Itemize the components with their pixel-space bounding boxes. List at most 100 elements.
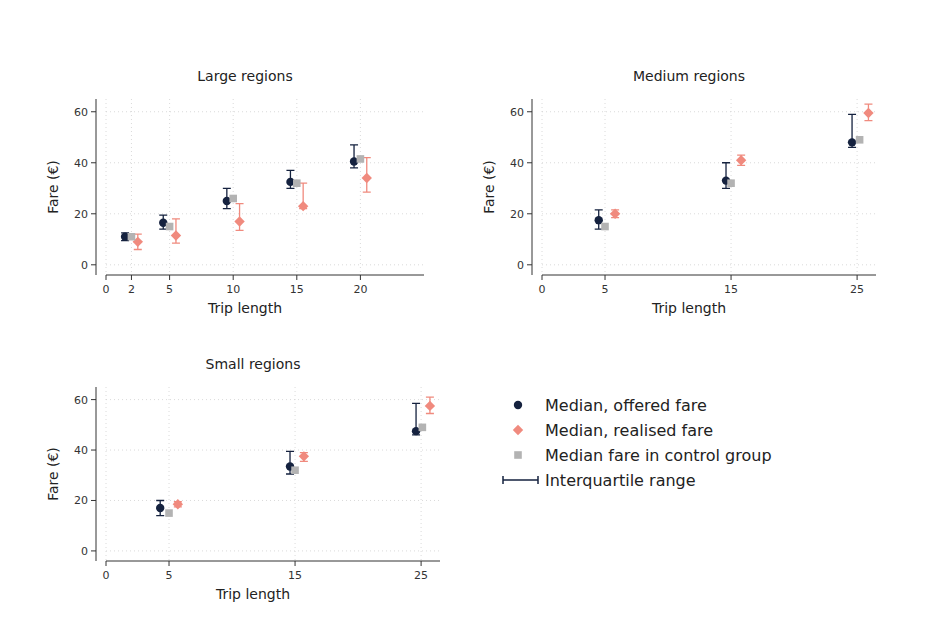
x-tick-label: 25 xyxy=(414,569,428,582)
legend-label: Median, realised fare xyxy=(545,421,713,440)
y-tick-label: 60 xyxy=(74,106,88,119)
grid-line xyxy=(169,99,170,275)
marker-square xyxy=(165,509,173,517)
grid-line xyxy=(106,213,424,214)
legend-label: Median, offered fare xyxy=(545,396,707,415)
series xyxy=(173,397,435,509)
y-tick xyxy=(527,213,532,214)
grid-line xyxy=(106,500,440,501)
grid-line xyxy=(857,99,858,275)
marker-circle xyxy=(848,138,856,146)
grid-line xyxy=(542,111,876,112)
x-axis xyxy=(106,275,424,276)
grid-line xyxy=(542,213,876,214)
y-tick xyxy=(527,111,532,112)
marker-diamond xyxy=(299,451,309,461)
marker-square xyxy=(293,179,301,187)
error-bar xyxy=(156,500,164,515)
marker-square xyxy=(166,223,174,231)
series xyxy=(128,155,365,240)
y-tick xyxy=(91,450,96,451)
x-axis-title: Trip length xyxy=(215,586,290,602)
series xyxy=(133,158,372,250)
x-axis-title: Trip length xyxy=(207,300,282,316)
x-tick-label: 15 xyxy=(288,569,302,582)
x-tick xyxy=(106,275,107,280)
x-tick-label: 20 xyxy=(353,283,367,296)
y-axis xyxy=(532,99,533,275)
series xyxy=(156,403,420,515)
marker-diamond xyxy=(425,401,435,411)
marker-square xyxy=(357,155,365,163)
grid-line xyxy=(421,387,422,561)
marker-square xyxy=(601,223,609,231)
marker-square xyxy=(291,466,299,474)
x-tick-label: 15 xyxy=(290,283,304,296)
grid-line xyxy=(106,99,107,275)
grid-line xyxy=(106,550,440,551)
y-tick xyxy=(91,399,96,400)
legend-marker xyxy=(514,451,522,459)
grid-line xyxy=(169,387,170,561)
x-tick xyxy=(421,561,422,566)
y-tick-label: 40 xyxy=(510,157,524,170)
x-tick-label: 2 xyxy=(128,283,135,296)
x-tick xyxy=(542,275,543,280)
grid-line xyxy=(542,162,876,163)
series xyxy=(610,104,874,219)
x-tick xyxy=(296,275,297,280)
marks xyxy=(156,397,435,517)
legend-marker xyxy=(514,401,522,409)
y-tick xyxy=(91,162,96,163)
marker-diamond xyxy=(362,173,372,183)
x-tick xyxy=(731,275,732,280)
x-tick xyxy=(605,275,606,280)
panel: Medium regions0204060Fare (€)051525Trip … xyxy=(481,68,876,316)
grid-line xyxy=(131,99,132,275)
marker-diamond xyxy=(863,108,873,118)
x-tick xyxy=(233,275,234,280)
figure: Large regions0204060Fare (€)025101520Tri… xyxy=(0,0,933,636)
y-tick-label: 40 xyxy=(74,444,88,457)
grid-line xyxy=(542,264,876,265)
x-tick-label: 5 xyxy=(602,283,609,296)
x-axis-title: Trip length xyxy=(651,300,726,316)
marker-diamond xyxy=(173,499,183,509)
x-tick-label: 0 xyxy=(103,283,110,296)
marker-diamond xyxy=(234,216,244,226)
panel-title: Small regions xyxy=(206,356,301,372)
x-axis xyxy=(106,561,440,562)
marker-diamond xyxy=(298,201,308,211)
y-axis xyxy=(96,387,97,561)
series xyxy=(601,136,863,230)
grid-line xyxy=(296,99,297,275)
panel: Large regions0204060Fare (€)025101520Tri… xyxy=(45,68,424,316)
legend-error-bar xyxy=(503,476,538,484)
grid-line xyxy=(106,450,440,451)
x-axis xyxy=(542,275,876,276)
marker-square xyxy=(229,195,237,203)
grid-line xyxy=(233,99,234,275)
y-tick-label: 0 xyxy=(81,545,88,558)
grid-line xyxy=(731,99,732,275)
grid-line xyxy=(106,264,424,265)
y-tick xyxy=(91,264,96,265)
x-tick xyxy=(106,561,107,566)
y-tick-label: 60 xyxy=(510,106,524,119)
y-tick-label: 20 xyxy=(74,208,88,221)
legend-marker xyxy=(513,425,523,435)
marks xyxy=(595,104,874,230)
marker-diamond xyxy=(171,230,181,240)
marker-diamond xyxy=(736,155,746,165)
x-tick-label: 25 xyxy=(850,283,864,296)
marker-circle xyxy=(156,504,164,512)
series xyxy=(165,424,426,517)
y-tick-label: 60 xyxy=(74,394,88,407)
error-bar xyxy=(848,114,856,147)
y-tick xyxy=(91,550,96,551)
grid-line xyxy=(542,99,543,275)
y-axis-title: Fare (€) xyxy=(45,447,61,501)
x-tick-label: 5 xyxy=(166,283,173,296)
legend: Median, offered fare Median, realised far… xyxy=(503,396,772,490)
y-tick-label: 40 xyxy=(74,157,88,170)
